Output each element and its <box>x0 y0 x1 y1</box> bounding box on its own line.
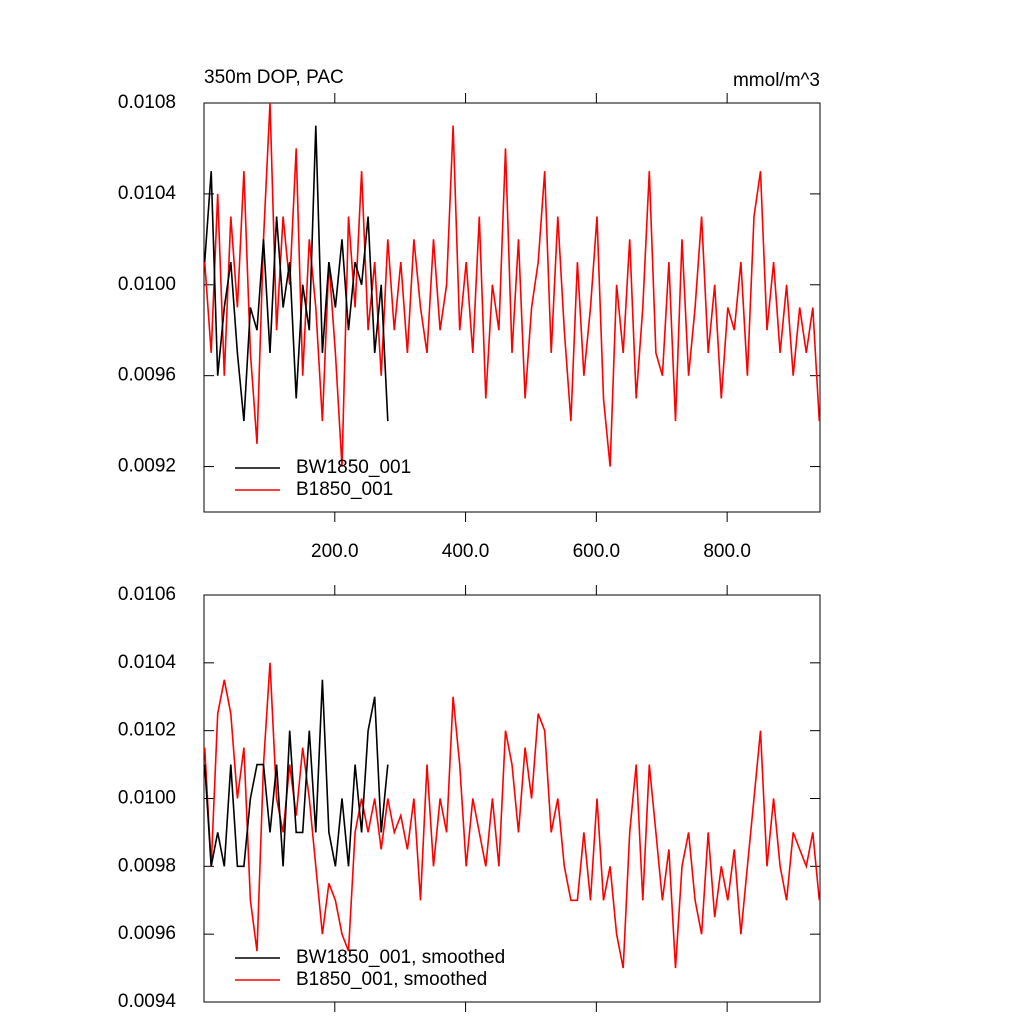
legend-label: B1850_001, smoothed <box>296 969 487 990</box>
legend-label: BW1850_001 <box>296 457 411 478</box>
legend-label: BW1850_001, smoothed <box>296 947 505 968</box>
y-tick-label: 0.0104 <box>118 183 177 204</box>
data-line <box>203 662 821 969</box>
data-line <box>203 125 389 422</box>
chart-title: 350m DOP, PAC <box>204 67 344 88</box>
plot-frame <box>203 594 821 1003</box>
legend-label: B1850_001 <box>296 479 393 500</box>
x-tick-label: 800.0 <box>703 541 751 562</box>
y-tick-label: 0.0100 <box>118 274 176 295</box>
y-tick-label: 0.0100 <box>118 788 176 809</box>
units-label: mmol/m^3 <box>733 70 820 91</box>
data-line <box>203 679 389 868</box>
y-tick-label: 0.0098 <box>118 855 176 876</box>
x-tick-label: 200.0 <box>311 541 359 562</box>
x-tick-label: 400.0 <box>442 541 490 562</box>
data-line <box>203 102 821 467</box>
y-tick-label: 0.0106 <box>118 584 176 605</box>
y-tick-label: 0.0096 <box>118 923 176 944</box>
y-tick-label: 0.0102 <box>118 720 176 741</box>
y-tick-label: 0.0094 <box>118 991 177 1012</box>
plot-frame <box>203 102 821 513</box>
y-tick-label: 0.0108 <box>118 92 176 113</box>
y-tick-label: 0.0096 <box>118 365 176 386</box>
y-tick-label: 0.0104 <box>118 652 177 673</box>
y-tick-label: 0.0092 <box>118 456 176 477</box>
x-tick-label: 600.0 <box>573 541 621 562</box>
